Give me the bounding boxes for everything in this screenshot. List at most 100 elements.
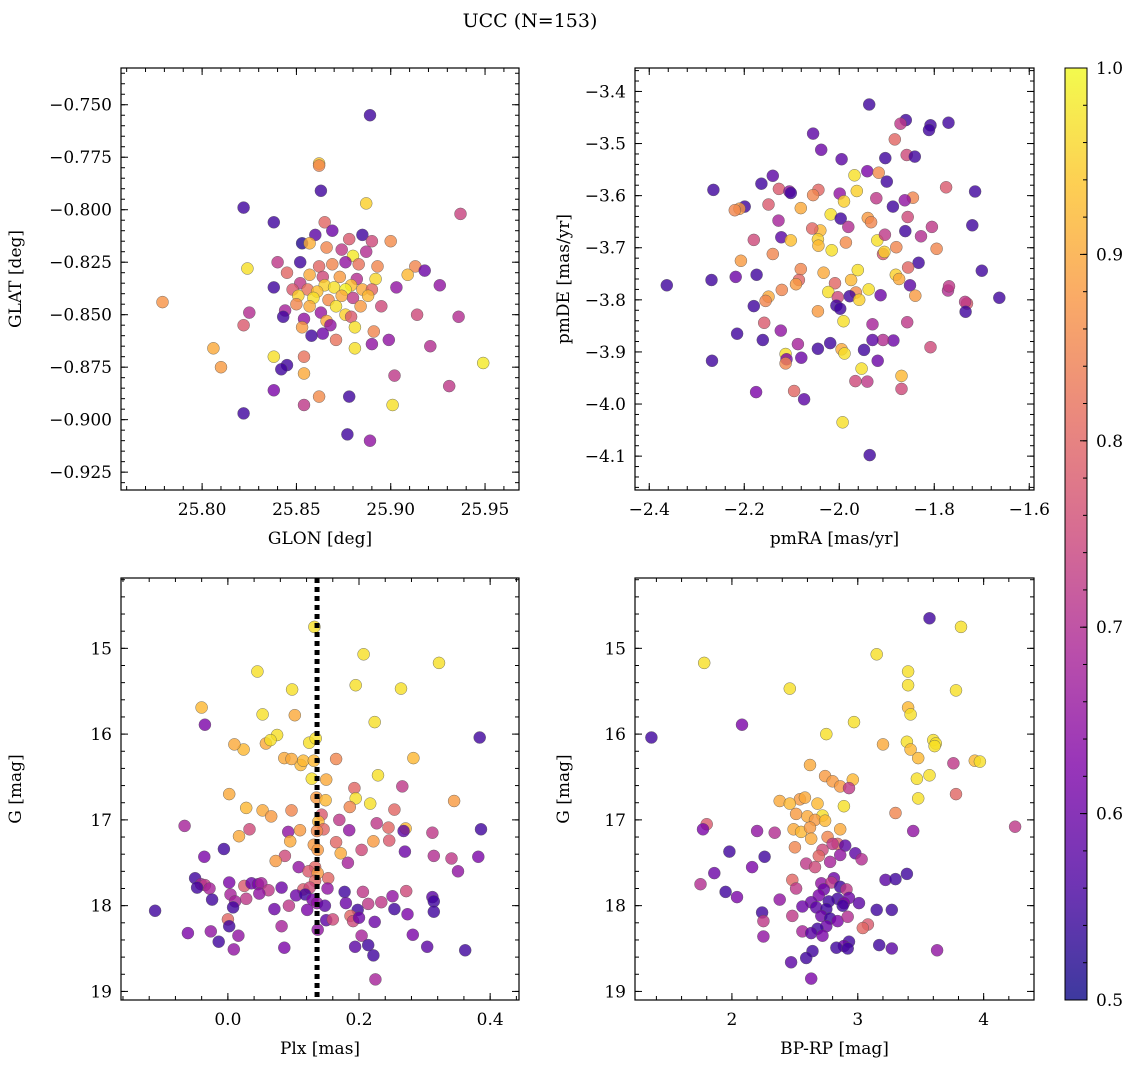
scatter-point (198, 718, 212, 731)
scatter-point (853, 293, 866, 306)
colorbar-gradient (1064, 67, 1088, 1001)
scatter-point (355, 843, 368, 857)
scatter-point (319, 794, 332, 807)
scatter-point (806, 188, 820, 202)
x-axis-label: Plx [mas] (280, 1039, 360, 1059)
panel-bprp-g: 2 3 4 15 16 17 18 19 BP-RP [mag] G [mag] (554, 577, 1035, 1059)
y-tick-label: −0.800 (49, 201, 112, 221)
colorbar-tick-label: 0.8 (1096, 432, 1123, 452)
scatter-point (901, 210, 914, 224)
x-tick-label: 0.2 (345, 1010, 372, 1030)
scatter-point (796, 900, 809, 913)
scatter-point (396, 780, 409, 793)
scatter-point (343, 232, 356, 246)
scatter-point (800, 951, 813, 965)
scatter-point (734, 254, 748, 267)
scatter-point (271, 256, 284, 269)
scatter-point (828, 277, 842, 290)
scatter-point (750, 824, 764, 838)
scatter-point (343, 390, 356, 403)
scatter-point (181, 926, 195, 940)
scatter-point (912, 751, 925, 765)
scatter-point (766, 169, 779, 183)
scatter-point (239, 892, 253, 905)
x-tick-label: 2 (727, 1010, 738, 1030)
scatter-point (855, 362, 868, 375)
scatter-point (837, 800, 851, 813)
x-axis-label: BP-RP [mag] (780, 1039, 889, 1059)
scatter-point (371, 260, 384, 273)
scatter-point (312, 260, 326, 273)
scatter-point (388, 369, 401, 382)
scatter-point (901, 665, 915, 678)
axis-ticks (635, 578, 1034, 1000)
scatter-point (348, 940, 362, 953)
scatter-point (728, 203, 741, 217)
scatter-point (798, 791, 812, 804)
scatter-point (839, 236, 853, 249)
scatter-point (873, 938, 886, 952)
scatter-point (759, 294, 772, 308)
scatter-point (852, 896, 866, 910)
scatter-point (908, 150, 921, 163)
scatter-point (447, 794, 461, 808)
scatter-point (432, 656, 446, 670)
scatter-point (335, 243, 348, 256)
scatter-point (267, 350, 280, 363)
scatter-point (268, 902, 281, 916)
scatter-point (362, 938, 375, 952)
scatter-point (433, 279, 446, 292)
colorbar-tick-label: 0.9 (1096, 245, 1123, 265)
scatter-point (949, 787, 963, 801)
scatter-point (232, 830, 246, 843)
scatter-point (822, 285, 835, 299)
scatter-point (901, 261, 915, 274)
scatter-point (386, 890, 399, 903)
scatter-point (862, 283, 875, 296)
scatter-point (251, 665, 264, 678)
scatter-point (341, 428, 354, 441)
scatter-point (747, 299, 760, 313)
scatter-point (729, 270, 742, 284)
scatter-point (383, 834, 396, 847)
scatter-point (297, 367, 311, 380)
scatter-point (694, 878, 707, 891)
scatter-point (410, 308, 424, 321)
y-tick-label: −3.6 (585, 187, 626, 207)
scatter-point (303, 300, 316, 313)
scatter-point (361, 289, 375, 302)
scatter-point (812, 239, 825, 252)
scatter-point (237, 201, 250, 214)
scatter-point (968, 185, 982, 198)
scatter-point (708, 866, 721, 880)
scatter-point (364, 797, 377, 810)
colorbar-tick-label: 0.6 (1096, 805, 1123, 825)
y-tick-label: 16 (604, 725, 626, 745)
y-tick-label: −0.750 (49, 96, 112, 116)
scatter-point (797, 393, 811, 406)
scatter-point (820, 727, 833, 741)
scatter-point (818, 814, 832, 827)
scatter-point (849, 374, 862, 388)
scatter-point (805, 926, 818, 940)
scatter-point (830, 941, 843, 954)
scatter-point (421, 940, 434, 953)
x-tick-label: −2.0 (819, 500, 860, 520)
scatter-point (426, 826, 439, 839)
scatter-point (406, 928, 419, 941)
scatter-point (880, 175, 893, 188)
scatter-point (870, 191, 883, 205)
scatter-point (454, 207, 467, 221)
scatter-point (346, 291, 360, 305)
scatter-point (889, 872, 902, 886)
scatter-point (803, 758, 817, 772)
scatter-point (264, 733, 277, 747)
scatter-point (217, 842, 231, 856)
scatter-point (316, 327, 329, 340)
axes-frame (120, 577, 520, 1001)
scatter-point (834, 848, 847, 862)
scatter-point (474, 823, 488, 836)
scatter-point (886, 200, 900, 213)
scatter-point (914, 230, 928, 243)
scatter-point (788, 841, 802, 854)
